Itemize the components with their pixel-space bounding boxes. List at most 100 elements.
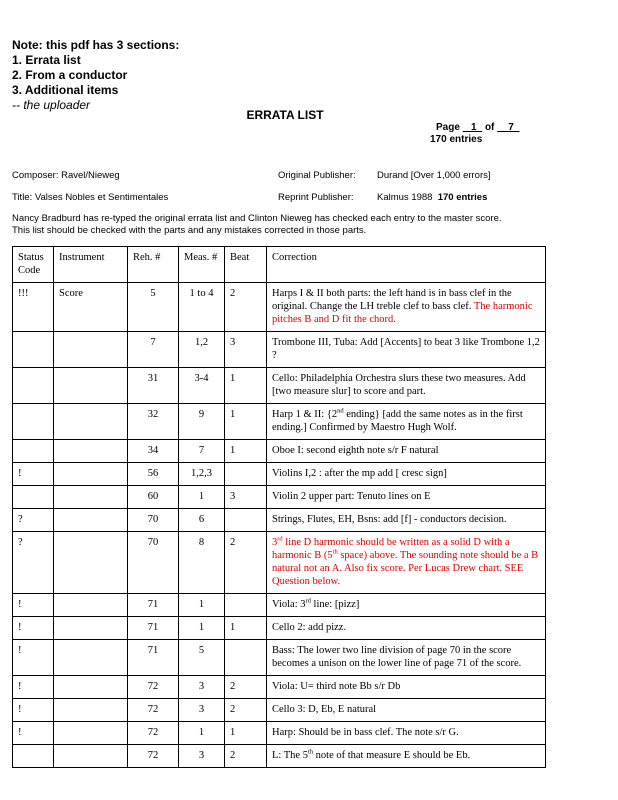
cell-beat: 3 xyxy=(224,331,267,368)
cell-beat: 3 xyxy=(224,485,267,509)
cell-beat: 1 xyxy=(224,721,267,745)
cell-meas: 5 xyxy=(178,639,225,676)
table-row: 31 3-4 1 Cello: Philadelphia Orchestra slur… xyxy=(12,367,546,404)
cell-instrument xyxy=(53,485,128,509)
correction-text: Harps I & II both parts: the left hand i… xyxy=(272,288,512,312)
correction-text: Cello 3: D, Eb, E natural xyxy=(272,704,377,715)
cell-instrument xyxy=(53,508,128,532)
correction-text: Harp 1 & II: {2 xyxy=(272,409,338,420)
cell-correction: Cello 3: D, Eb, E natural xyxy=(266,698,546,722)
cell-correction: 3rd line D harmonic should be written as… xyxy=(266,531,546,594)
cell-reh: 71 xyxy=(127,639,179,676)
cell-instrument xyxy=(53,367,128,404)
correction-text: L: The 5 xyxy=(272,750,308,761)
correction-text: Violin 2 upper part: Tenuto lines on E xyxy=(272,491,431,502)
ordinal-suffix: nd xyxy=(337,407,344,415)
correction-text: Viola: 3 xyxy=(272,599,306,610)
header-instrument: Instrument xyxy=(53,246,128,283)
cell-reh: 70 xyxy=(127,508,179,532)
correction-text: Oboe I: second eighth note s/r F natural xyxy=(272,445,439,456)
cell-instrument xyxy=(53,531,128,594)
cell-beat: 2 xyxy=(224,675,267,699)
cell-status xyxy=(12,485,54,509)
correction-text: 3 xyxy=(272,537,278,548)
cell-beat: 2 xyxy=(224,282,267,332)
cell-beat xyxy=(224,508,267,532)
cell-beat: 2 xyxy=(224,531,267,594)
correction-text: line D harmonic should be written as a s… xyxy=(272,537,510,561)
page-info: Page 1 of 7 170 entries xyxy=(430,122,519,146)
reprint-publisher-label: Reprint Publisher: xyxy=(278,192,354,203)
intro-line: Nancy Bradburd has re-typed the original… xyxy=(12,213,502,224)
cell-meas: 3 xyxy=(178,675,225,699)
of-label: of xyxy=(484,122,495,133)
note-signature: -- the uploader xyxy=(12,98,91,112)
table-row: ! 71 5 Bass: The lower two line division of… xyxy=(12,639,546,676)
intro-text: Nancy Bradburd has re-typed the original… xyxy=(12,213,502,237)
table-row: !!! Score 5 1 to 4 2 Harps I & II both parts:… xyxy=(12,282,546,332)
composer: Composer: Ravel/Nieweg xyxy=(12,170,120,181)
table-row: 32 9 1 Harp 1 & II: {2nd ending} [add the s… xyxy=(12,403,546,440)
reprint-entries: 170 entries xyxy=(437,192,488,203)
cell-reh: 70 xyxy=(127,531,179,594)
cell-instrument xyxy=(53,593,128,617)
table-row: 34 7 1 Oboe I: second eighth note s/r F nat… xyxy=(12,439,546,463)
original-publisher: Durand [Over 1,000 errors] xyxy=(377,170,491,181)
header-meas: Meas. # xyxy=(178,246,225,283)
table-row: ? 70 8 2 3rd line D harmonic should be writt… xyxy=(12,531,546,594)
cell-instrument xyxy=(53,698,128,722)
cell-meas: 6 xyxy=(178,508,225,532)
ordinal-suffix: th xyxy=(332,548,338,556)
cell-instrument xyxy=(53,403,128,440)
cell-reh: 71 xyxy=(127,616,179,640)
correction-text: Violins I,2 : after the mp add [ cresc s… xyxy=(272,468,447,479)
correction-text: Cello 2: add pizz. xyxy=(272,622,347,633)
cell-beat: 1 xyxy=(224,616,267,640)
cell-meas: 1,2 xyxy=(178,331,225,368)
cell-correction: Viola: 3rd line: [pizz] xyxy=(266,593,546,617)
cell-reh: 5 xyxy=(127,282,179,332)
table-row: ! 72 1 1 Harp: Should be in bass clef. The n… xyxy=(12,721,546,745)
cell-reh: 72 xyxy=(127,675,179,699)
page-number: 1 xyxy=(471,122,477,133)
ordinal-suffix: rd xyxy=(305,597,311,605)
cell-correction: Trombone III, Tuba: Add [Accents] to bea… xyxy=(266,331,546,368)
cell-meas: 7 xyxy=(178,439,225,463)
header-correction: Correction xyxy=(266,246,546,283)
cell-beat: 1 xyxy=(224,367,267,404)
note-line: 2. From a conductor xyxy=(12,68,128,82)
note-line: Note: this pdf has 3 sections: xyxy=(12,38,180,52)
table-row: ? 70 6 Strings, Flutes, EH, Bsns: add [f] -… xyxy=(12,508,546,532)
cell-correction: Harp: Should be in bass clef. The note s… xyxy=(266,721,546,745)
cell-meas: 1 xyxy=(178,485,225,509)
entries-count: 170 entries xyxy=(430,134,483,145)
table-header-row: Status Code Instrument Reh. # Meas. # Be… xyxy=(12,246,546,283)
cell-status: ! xyxy=(12,721,54,745)
cell-beat xyxy=(224,639,267,676)
cell-correction: Oboe I: second eighth note s/r F natural xyxy=(266,439,546,463)
cell-instrument xyxy=(53,675,128,699)
header-reh: Reh. # xyxy=(127,246,179,283)
table-row: 72 3 2 L: The 5th note of that measure E sh… xyxy=(12,744,546,768)
cell-correction: Cello: Philadelphia Orchestra slurs thes… xyxy=(266,367,546,404)
cell-meas: 3 xyxy=(178,744,225,768)
table-row: 60 1 3 Violin 2 upper part: Tenuto lines on… xyxy=(12,485,546,509)
cell-beat: 2 xyxy=(224,698,267,722)
correction-text: Bass: The lower two line division of pag… xyxy=(272,645,522,669)
cell-instrument xyxy=(53,639,128,676)
cell-correction: Strings, Flutes, EH, Bsns: add [f] - con… xyxy=(266,508,546,532)
cell-meas: 1 xyxy=(178,616,225,640)
cell-meas: 8 xyxy=(178,531,225,594)
table-row: ! 72 3 2 Viola: U= third note Bb s/r Db xyxy=(12,675,546,699)
header-status: Status Code xyxy=(12,246,54,283)
cell-correction: L: The 5th note of that measure E should… xyxy=(266,744,546,768)
cell-reh: 32 xyxy=(127,403,179,440)
ordinal-suffix: th xyxy=(307,748,314,756)
correction-text: line: [pizz] xyxy=(310,599,360,610)
cell-reh: 7 xyxy=(127,331,179,368)
table-row: ! 71 1 1 Cello 2: add pizz. xyxy=(12,616,546,640)
correction-text: Strings, Flutes, EH, Bsns: add [f] - con… xyxy=(272,514,507,525)
cell-status xyxy=(12,403,54,440)
cell-meas: 3-4 xyxy=(178,367,225,404)
correction-text: Viola: U= third note Bb s/r Db xyxy=(272,681,401,692)
